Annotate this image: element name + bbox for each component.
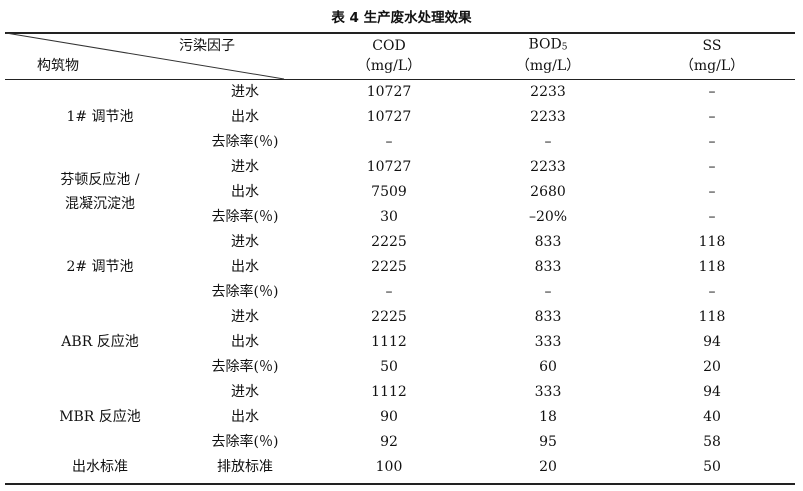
column-header-bod: BOD5 <box>529 34 568 59</box>
row-item-label: 出水 <box>231 259 259 275</box>
corner-factor-label: 污染因子 <box>179 38 235 54</box>
table-cell-bod: 2233 <box>530 84 566 100</box>
table-cell-cod: 7509 <box>371 184 407 200</box>
row-item-label: 进水 <box>231 159 259 175</box>
column-header-cod: COD <box>372 35 405 57</box>
table-cell-bod: 2233 <box>530 159 566 175</box>
row-item-label: 进水 <box>231 84 259 100</box>
table-cell-ss: – <box>708 209 716 225</box>
column-name: COD <box>372 38 406 54</box>
table-cell-cod: 2225 <box>371 234 407 250</box>
table-cell-cod: 10727 <box>366 159 412 175</box>
table-cell-bod: 833 <box>534 259 562 275</box>
column-subscript: 5 <box>561 42 568 53</box>
table-cell-cod: 2225 <box>371 259 407 275</box>
table-cell-cod: 30 <box>380 209 398 225</box>
group-label: 1# 调节池 <box>66 109 134 125</box>
group-label: ABR 反应池 <box>61 334 139 350</box>
table-cell-cod: 2225 <box>371 309 407 325</box>
table-cell-cod: 10727 <box>366 109 412 125</box>
table-cell-ss: – <box>708 284 716 300</box>
table-cell-ss: – <box>708 109 716 125</box>
table-cell-ss: – <box>708 159 716 175</box>
table-cell-ss: 58 <box>703 434 721 450</box>
table-cell-cod: 10727 <box>366 84 412 100</box>
row-item-label: 出水 <box>231 184 259 200</box>
row-item-label: 出水 <box>231 334 259 350</box>
table-cell-cod: 1112 <box>371 334 407 350</box>
table-title: 表 4 生产废水处理效果 <box>331 10 472 26</box>
table-cell-cod: – <box>385 284 393 300</box>
table-cell-ss: 118 <box>698 309 726 325</box>
table-cell-bod: 333 <box>534 384 562 400</box>
top-rule <box>5 32 795 34</box>
row-item-label: 去除率(％) <box>211 434 279 450</box>
column-unit: （mg/L） <box>356 58 422 74</box>
table-cell-bod: 333 <box>534 334 562 350</box>
row-item-label: 去除率(％) <box>211 209 279 225</box>
row-item-label: 去除率(％) <box>211 359 279 375</box>
column-unit: （mg/L） <box>515 58 581 74</box>
table-cell-ss: – <box>708 134 716 150</box>
column-name: SS <box>702 38 722 54</box>
table-cell-cod: – <box>385 134 393 150</box>
table-cell-ss: 94 <box>703 334 721 350</box>
table-cell-bod: – <box>544 134 552 150</box>
table-cell-ss: – <box>708 84 716 100</box>
table-cell-cod: 50 <box>380 359 398 375</box>
table-cell-cod: 1112 <box>371 384 407 400</box>
table-cell-cod: 92 <box>380 434 398 450</box>
table-cell-cod: 90 <box>380 409 398 425</box>
table-cell-ss: – <box>708 184 716 200</box>
table-cell-bod: 60 <box>539 359 557 375</box>
table-cell-bod: 95 <box>539 434 557 450</box>
corner-structure-label: 构筑物 <box>37 58 79 74</box>
row-item-label: 出水 <box>231 409 259 425</box>
group-label: 出水标准 <box>72 459 128 475</box>
table-cell-ss: 20 <box>703 359 721 375</box>
table-cell-bod: 833 <box>534 234 562 250</box>
bottom-rule <box>5 483 795 485</box>
row-item-label: 进水 <box>231 309 259 325</box>
table-cell-ss: 40 <box>703 409 721 425</box>
table-cell-ss: 118 <box>698 259 726 275</box>
table-cell-bod: 20 <box>539 459 557 475</box>
row-item-label: 进水 <box>231 384 259 400</box>
table-cell-bod: 833 <box>534 309 562 325</box>
row-item-label: 去除率(％) <box>211 284 279 300</box>
table-cell-cod: 100 <box>375 459 403 475</box>
table-cell-bod: –20% <box>528 209 568 225</box>
table-cell-bod: 2680 <box>530 184 566 200</box>
group-label: 芬顿反应池 / 混凝沉淀池 <box>60 172 140 212</box>
table-cell-bod: – <box>544 284 552 300</box>
group-label: MBR 反应池 <box>59 409 141 425</box>
table-cell-ss: 94 <box>703 384 721 400</box>
table-cell-bod: 18 <box>539 409 557 425</box>
header-rule <box>5 79 795 80</box>
row-item-label: 进水 <box>231 234 259 250</box>
row-item-label: 去除率(％) <box>211 134 279 150</box>
row-item-label: 排放标准 <box>217 459 273 475</box>
table-cell-bod: 2233 <box>530 109 566 125</box>
column-unit: （mg/L） <box>679 58 745 74</box>
table-cell-ss: 118 <box>698 234 726 250</box>
column-name: BOD <box>528 36 562 53</box>
table-cell-ss: 50 <box>703 459 721 475</box>
column-header-ss: SS <box>703 35 722 57</box>
group-label: 2# 调节池 <box>66 259 134 275</box>
row-item-label: 出水 <box>231 109 259 125</box>
